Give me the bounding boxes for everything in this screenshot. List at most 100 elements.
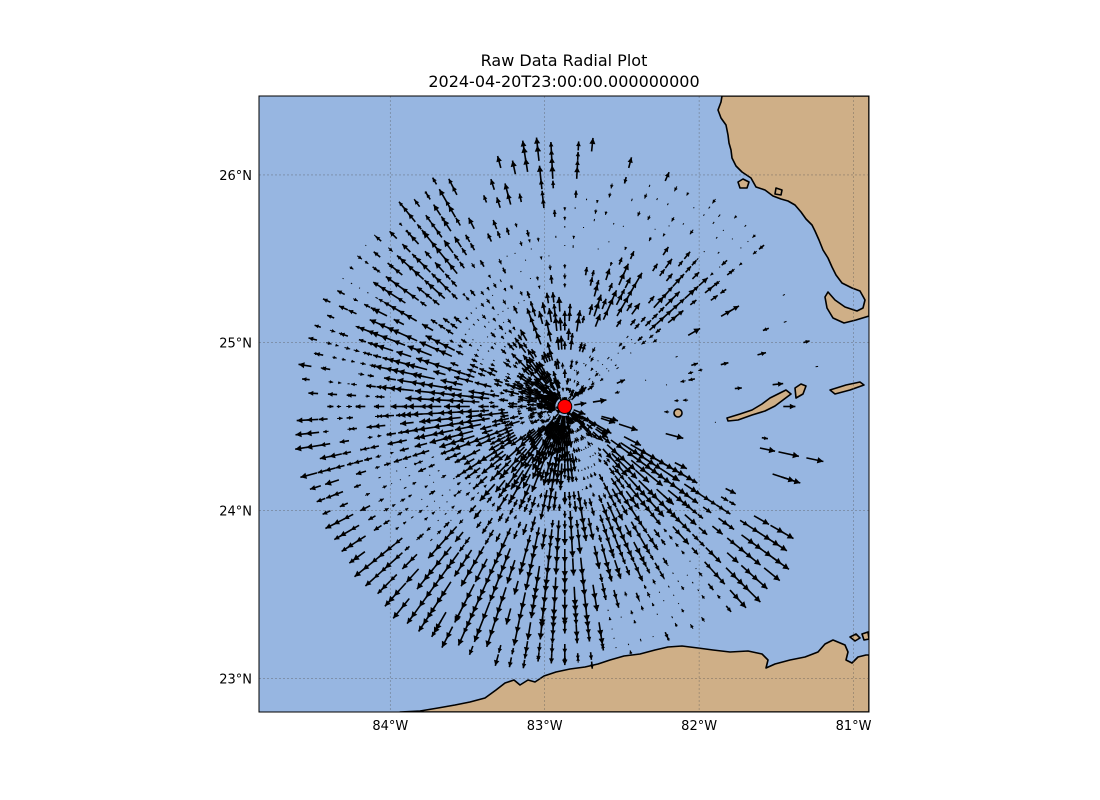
vector-head [373, 281, 378, 286]
vector-head [295, 431, 302, 438]
vector-head [318, 416, 324, 422]
vector-shaft [472, 339, 474, 341]
vector-head [535, 531, 541, 538]
vector-head [536, 238, 540, 242]
vector-head [410, 294, 416, 300]
vector-head [414, 442, 422, 448]
vector-head [593, 472, 597, 476]
vector-head [491, 502, 495, 507]
vector-shaft [539, 418, 543, 422]
vector-head [551, 180, 556, 186]
vector-head [590, 357, 594, 362]
vector-head [605, 537, 610, 543]
vector-head [698, 514, 703, 519]
vector-head [589, 533, 595, 540]
vector-shaft [587, 466, 590, 469]
vector-head [472, 486, 476, 490]
vector-head [681, 550, 685, 555]
vector-head [557, 317, 564, 324]
vector-shaft [722, 229, 725, 232]
vector-head [591, 270, 595, 275]
vector-head [647, 216, 651, 220]
vector-head [455, 535, 462, 542]
vector-head [512, 638, 519, 646]
vector-head [490, 345, 494, 350]
vector-head [782, 563, 789, 570]
vector-shaft [410, 516, 414, 519]
vector-head [373, 251, 379, 257]
vector-shaft [365, 244, 367, 247]
vector-shaft [494, 328, 496, 330]
vector-head [532, 472, 538, 479]
vector-head [485, 640, 492, 647]
vector-head [492, 283, 497, 288]
vector-shaft [593, 463, 596, 467]
vector-head [396, 350, 404, 357]
vector-head [459, 261, 464, 267]
vector-head [487, 520, 493, 526]
vector-head [653, 313, 658, 319]
vector-head [647, 592, 651, 597]
gridlines [259, 96, 869, 712]
vector-shaft [452, 477, 455, 480]
vector-head [649, 237, 652, 242]
vector-head [514, 337, 520, 343]
vector-head [403, 428, 410, 434]
vector-head [567, 495, 572, 501]
vector-head [337, 290, 343, 295]
vector-head [437, 530, 442, 535]
vector-head [462, 339, 467, 343]
vector-head [562, 656, 567, 661]
vector-head [537, 633, 545, 640]
vector-head [437, 291, 443, 297]
vector-head [478, 550, 484, 557]
vector-head [573, 393, 578, 398]
vector-head [401, 403, 408, 410]
vector-head [545, 424, 552, 431]
vector-head [419, 600, 426, 607]
vector-head [383, 485, 387, 489]
vector-head [354, 570, 362, 577]
vector-head [382, 356, 388, 361]
vector-head [674, 291, 680, 298]
vector-head [438, 324, 444, 329]
vector-head [373, 525, 380, 531]
vector-head [495, 437, 502, 442]
vector-head [701, 277, 708, 284]
vector-head [458, 344, 463, 348]
vector-head [720, 289, 725, 294]
vector-head [334, 535, 340, 540]
vector-head [572, 466, 577, 472]
vector-shaft [601, 363, 604, 366]
vector-shaft [648, 184, 651, 188]
vector-head [670, 316, 677, 322]
vector-head [417, 582, 424, 590]
vector-shaft [587, 446, 589, 448]
vector-head [498, 325, 503, 330]
vector-head [562, 468, 568, 474]
vector-head [526, 539, 532, 545]
vector-head [637, 520, 643, 526]
vector-head [604, 438, 611, 444]
vector-head [648, 537, 654, 544]
vector-shaft [697, 589, 700, 592]
vector-head [762, 327, 768, 331]
vector-head [685, 503, 692, 509]
vector-head [598, 577, 604, 583]
vector-head [375, 454, 380, 458]
vector-shaft [658, 591, 661, 593]
vector-head [703, 495, 710, 501]
vector-head [394, 554, 401, 560]
vector-head [620, 484, 625, 489]
vector-head [575, 151, 581, 157]
vector-head [333, 491, 340, 496]
vector-head [341, 546, 347, 552]
vector-head [467, 368, 473, 374]
vector-head [540, 190, 545, 196]
vector-shaft [470, 312, 473, 314]
vector-head [490, 389, 494, 393]
vector-head [532, 456, 538, 464]
vector-head [498, 410, 504, 416]
vector-head [469, 399, 475, 405]
vector-head [424, 280, 430, 285]
